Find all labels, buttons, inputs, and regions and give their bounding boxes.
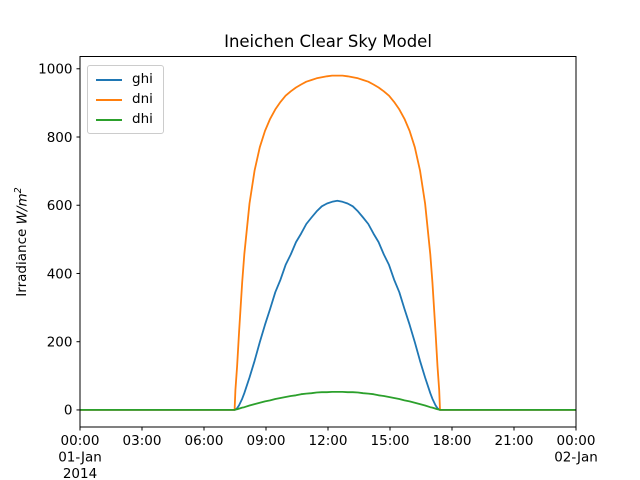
legend-item-dni: dni [96, 92, 153, 107]
legend-item-dhi: dhi [96, 112, 153, 127]
ghi-line-swatch [96, 78, 122, 81]
legend: ghi dni dhi [87, 65, 164, 134]
series-line-dni [80, 74, 576, 411]
chart-title: Ineichen Clear Sky Model [224, 32, 432, 51]
series-line-ghi [80, 199, 576, 411]
x-tick-label: 09:00 [247, 433, 286, 449]
x-tick-label: 06:00 [185, 433, 224, 449]
y-tick-label: 200 [47, 335, 73, 351]
legend-item-ghi: ghi [96, 72, 153, 87]
x-tick-label: 00:00 [61, 433, 100, 449]
series-line-dhi [80, 390, 576, 411]
legend-label-dni: dni [132, 91, 153, 107]
dhi-line-swatch [96, 118, 122, 121]
x-tick-date-label: 2014 [63, 466, 97, 480]
y-axis-label-superscript: 2 [12, 187, 24, 194]
y-tick-label: 800 [47, 130, 73, 146]
y-tick-label: 600 [47, 198, 73, 214]
x-tick-label: 18:00 [433, 433, 472, 449]
y-axis-label-text: Irradiance [13, 224, 30, 297]
x-tick-label: 00:00 [557, 433, 596, 449]
x-tick-label: 03:00 [123, 433, 162, 449]
dni-line-swatch [96, 98, 122, 101]
x-tick-label: 21:00 [495, 433, 534, 449]
x-tick-label: 15:00 [371, 433, 410, 449]
y-tick-label: 400 [47, 266, 73, 282]
x-tick-date-label: 01-Jan [58, 450, 102, 466]
y-tick-label: 1000 [38, 62, 72, 78]
x-tick-date-label: 02-Jan [554, 450, 598, 466]
y-axis-label-math: W/m [13, 193, 30, 225]
x-tick-label: 12:00 [309, 433, 348, 449]
legend-label-dhi: dhi [132, 111, 153, 127]
y-axis-label: Irradiance W/m2 [12, 187, 30, 296]
legend-label-ghi: ghi [132, 71, 153, 87]
y-tick-label: 0 [64, 403, 73, 419]
